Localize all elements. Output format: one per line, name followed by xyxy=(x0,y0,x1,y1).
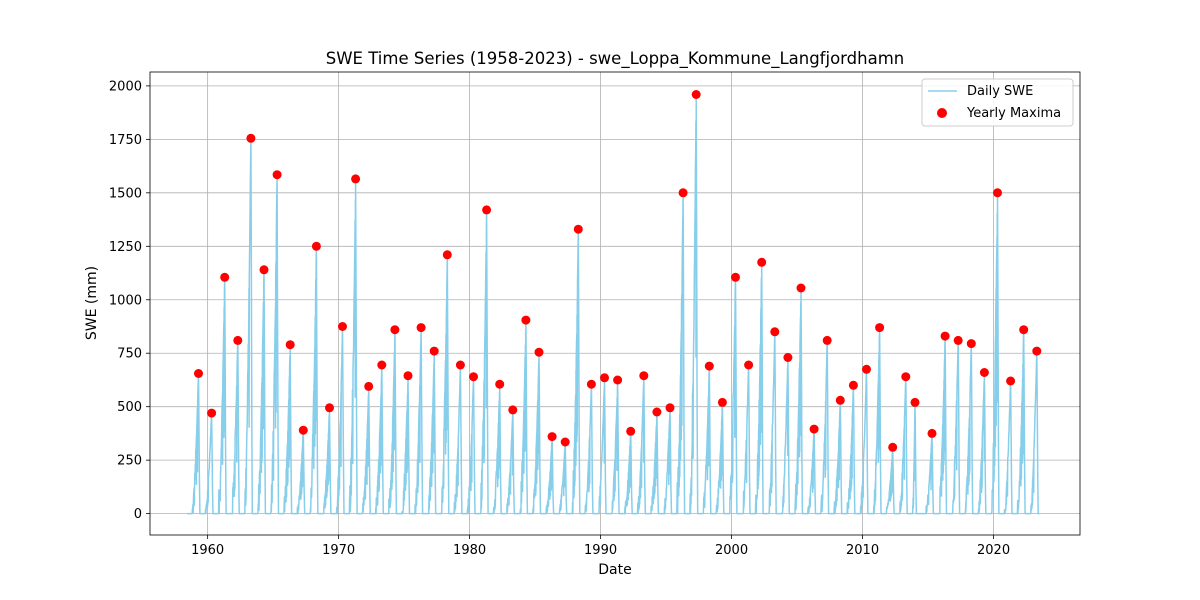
x-axis-ticks: 1960 1970 1980 1990 2000 2010 2020 xyxy=(191,535,1010,558)
yearly-maximum-point xyxy=(403,371,413,381)
x-axis-label: Date xyxy=(598,562,631,578)
yearly-maximum-point xyxy=(1006,376,1016,386)
legend-yearly-maxima-label: Yearly Maxima xyxy=(966,106,1061,121)
yearly-maximum-point xyxy=(377,360,387,370)
yearly-maximum-point xyxy=(586,379,596,389)
yearly-maximum-point xyxy=(626,426,636,436)
y-tick-label: 0 xyxy=(134,507,142,522)
yearly-maximum-point xyxy=(272,170,282,180)
yearly-maximum-point xyxy=(783,353,793,362)
chart-title: SWE Time Series (1958-2023) - swe_Loppa_… xyxy=(326,49,904,69)
yearly-maximum-point xyxy=(285,340,295,350)
yearly-maximum-point xyxy=(560,437,570,447)
yearly-maximum-point xyxy=(875,323,885,333)
yearly-maximum-point xyxy=(822,335,832,345)
yearly-maximum-point xyxy=(848,380,858,390)
yearly-maximum-point xyxy=(534,347,544,357)
yearly-maximum-point xyxy=(1032,346,1042,356)
yearly-maximum-point xyxy=(469,372,478,382)
yearly-maximum-point xyxy=(953,335,963,345)
yearly-maximum-point xyxy=(888,442,898,452)
yearly-maximum-point xyxy=(207,408,217,418)
y-axis-label: SWE (mm) xyxy=(84,266,100,340)
yearly-maximum-point xyxy=(338,322,347,331)
y-tick-label: 1500 xyxy=(109,186,142,201)
y-tick-label: 250 xyxy=(117,454,142,469)
yearly-maximum-point xyxy=(744,360,754,370)
x-tick-label: 2010 xyxy=(846,543,879,558)
yearly-maximum-point xyxy=(835,395,845,405)
legend: Daily SWE Yearly Maxima xyxy=(921,78,1074,127)
yearly-maximum-point xyxy=(364,381,374,391)
yearly-maximum-point xyxy=(233,335,243,345)
yearly-maximum-point xyxy=(442,250,452,260)
yearly-maximum-point xyxy=(717,397,727,407)
yearly-maximum-point xyxy=(809,424,819,434)
yearly-maximum-point xyxy=(652,407,662,417)
y-tick-label: 2000 xyxy=(109,79,142,94)
y-tick-label: 1000 xyxy=(109,293,142,308)
legend-yearly-maxima-swatch xyxy=(937,108,947,118)
yearly-maximum-point xyxy=(351,174,361,184)
yearly-maximum-point xyxy=(901,372,911,382)
x-tick-label: 2020 xyxy=(977,543,1010,558)
legend-daily-swe-label: Daily SWE xyxy=(967,84,1033,99)
yearly-maximum-point xyxy=(665,403,675,413)
yearly-maximum-point xyxy=(678,188,688,198)
x-tick-label: 1960 xyxy=(191,543,224,558)
plot-frame xyxy=(149,71,1081,536)
yearly-maximum-point xyxy=(455,360,465,370)
legend-box xyxy=(921,78,1074,127)
x-tick-label: 2000 xyxy=(715,543,748,558)
yearly-maximum-point xyxy=(639,371,649,381)
yearly-maximum-point xyxy=(573,224,583,234)
yearly-maximum-point xyxy=(325,403,334,413)
y-tick-label: 500 xyxy=(117,400,142,415)
daily-swe-path xyxy=(187,93,1040,515)
yearly-maximum-point xyxy=(731,272,740,282)
yearly-maximum-point xyxy=(547,432,557,442)
yearly-maximum-point xyxy=(298,425,308,435)
yearly-maximum-point xyxy=(993,188,1002,198)
yearly-maximum-point xyxy=(940,331,950,341)
yearly-maximum-point xyxy=(259,265,269,275)
yearly-maximum-point xyxy=(521,315,531,325)
yearly-maximum-point xyxy=(416,323,426,333)
x-tick-label: 1980 xyxy=(453,543,486,558)
yearly-maximum-point xyxy=(979,368,989,377)
daily-swe-line xyxy=(187,93,1040,515)
yearly-maximum-point xyxy=(927,428,937,438)
y-tick-label: 1750 xyxy=(109,133,142,148)
yearly-maximum-point xyxy=(910,397,920,407)
yearly-maximum-point xyxy=(757,257,767,267)
yearly-maximum-point xyxy=(600,373,609,383)
yearly-maximum-point xyxy=(1019,325,1029,335)
x-tick-label: 1970 xyxy=(322,543,355,558)
yearly-maximum-point xyxy=(613,375,623,385)
yearly-maximum-point xyxy=(311,241,321,251)
yearly-maximum-point xyxy=(482,205,492,215)
yearly-maximum-point xyxy=(704,361,714,371)
y-tick-label: 750 xyxy=(117,347,142,362)
yearly-maximum-point xyxy=(390,325,400,335)
yearly-maximum-point xyxy=(246,133,256,143)
yearly-maximum-point xyxy=(966,339,976,349)
y-tick-label: 1250 xyxy=(109,240,142,255)
yearly-maximum-point xyxy=(508,405,518,415)
x-tick-label: 1990 xyxy=(584,543,617,558)
yearly-maxima-points xyxy=(194,90,1042,452)
yearly-maximum-point xyxy=(796,283,806,293)
grid-lines xyxy=(150,72,1080,535)
yearly-maximum-point xyxy=(691,90,701,99)
yearly-maximum-point xyxy=(862,364,871,374)
yearly-maximum-point xyxy=(770,327,780,337)
yearly-maximum-point xyxy=(194,369,203,378)
yearly-maximum-point xyxy=(220,272,230,282)
y-axis-ticks: 0 250 500 750 1000 1250 1500 1750 2000 xyxy=(109,79,150,522)
yearly-maximum-point xyxy=(495,379,505,389)
yearly-maximum-point xyxy=(429,346,439,356)
